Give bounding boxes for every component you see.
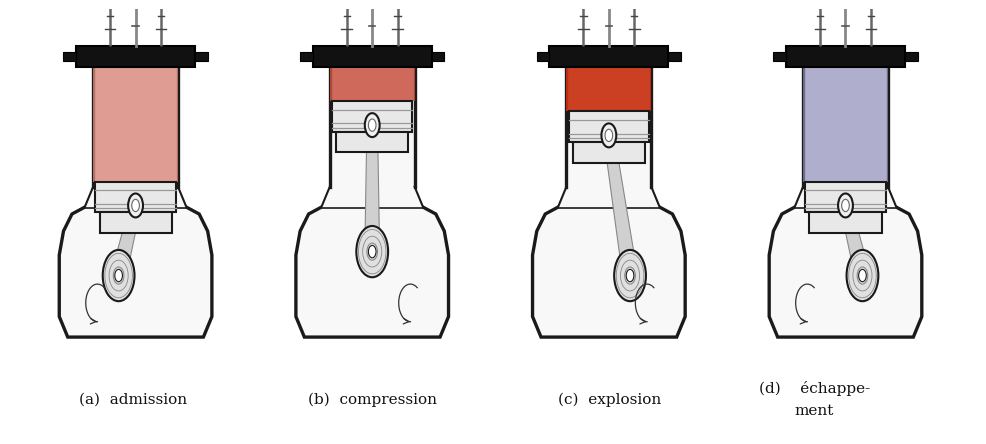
Circle shape [842, 199, 849, 212]
Polygon shape [111, 202, 141, 280]
Circle shape [847, 250, 879, 301]
Bar [536, 52, 549, 61]
Bar [566, 67, 651, 111]
Polygon shape [296, 207, 449, 337]
Text: ment: ment [795, 404, 834, 418]
Circle shape [103, 250, 134, 301]
Polygon shape [603, 133, 637, 278]
Bar [806, 182, 885, 212]
Bar [432, 52, 445, 61]
Text: (a)  admission: (a) admission [79, 392, 187, 407]
Bar [803, 67, 887, 182]
Polygon shape [85, 186, 186, 207]
Circle shape [369, 246, 376, 258]
Circle shape [859, 270, 867, 281]
Bar [905, 52, 918, 61]
Bar [573, 142, 645, 163]
Circle shape [601, 123, 616, 147]
Bar [93, 67, 177, 186]
Bar [569, 111, 649, 142]
Polygon shape [365, 125, 380, 252]
Bar [803, 67, 887, 186]
Polygon shape [769, 207, 922, 337]
Bar [549, 47, 669, 67]
Bar [313, 47, 432, 67]
Bar [195, 52, 208, 61]
Polygon shape [558, 186, 660, 207]
Bar [810, 212, 881, 233]
Bar [100, 212, 172, 233]
Bar [773, 52, 786, 61]
Text: (c)  explosion: (c) explosion [558, 392, 661, 407]
Polygon shape [795, 186, 896, 207]
Circle shape [369, 119, 376, 131]
Circle shape [128, 194, 143, 218]
Bar [786, 47, 905, 67]
Bar [329, 67, 414, 101]
Circle shape [614, 250, 646, 301]
Bar [669, 52, 681, 61]
Bar [76, 47, 195, 67]
Bar [332, 101, 412, 132]
Polygon shape [840, 202, 870, 280]
Circle shape [114, 270, 122, 281]
Polygon shape [532, 207, 685, 337]
Text: (d)    échappe-: (d) échappe- [759, 381, 871, 396]
Circle shape [626, 270, 634, 281]
Circle shape [838, 194, 853, 218]
Bar [93, 67, 177, 182]
Circle shape [356, 226, 388, 277]
Polygon shape [321, 186, 423, 207]
Bar [336, 132, 408, 152]
Bar [300, 52, 313, 61]
Circle shape [605, 129, 612, 142]
Circle shape [132, 199, 139, 212]
Bar [329, 67, 414, 186]
Bar [96, 182, 176, 212]
Circle shape [365, 113, 380, 137]
Bar [63, 52, 76, 61]
Text: (b)  compression: (b) compression [309, 392, 437, 407]
Bar [566, 67, 651, 186]
Polygon shape [59, 207, 212, 337]
